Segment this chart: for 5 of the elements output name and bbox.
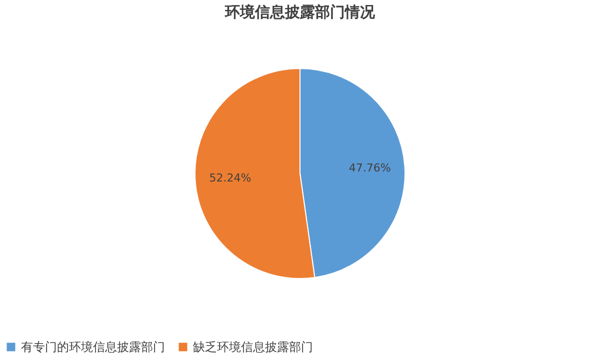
- data-label: 52.24%: [209, 171, 252, 184]
- legend-label: 有专门的环境信息披露部门: [21, 340, 165, 354]
- chart-title: 环境信息披露部门情况: [224, 3, 376, 21]
- legend-label: 缺乏环境信息披露部门: [193, 340, 313, 354]
- data-label: 47.76%: [348, 162, 391, 175]
